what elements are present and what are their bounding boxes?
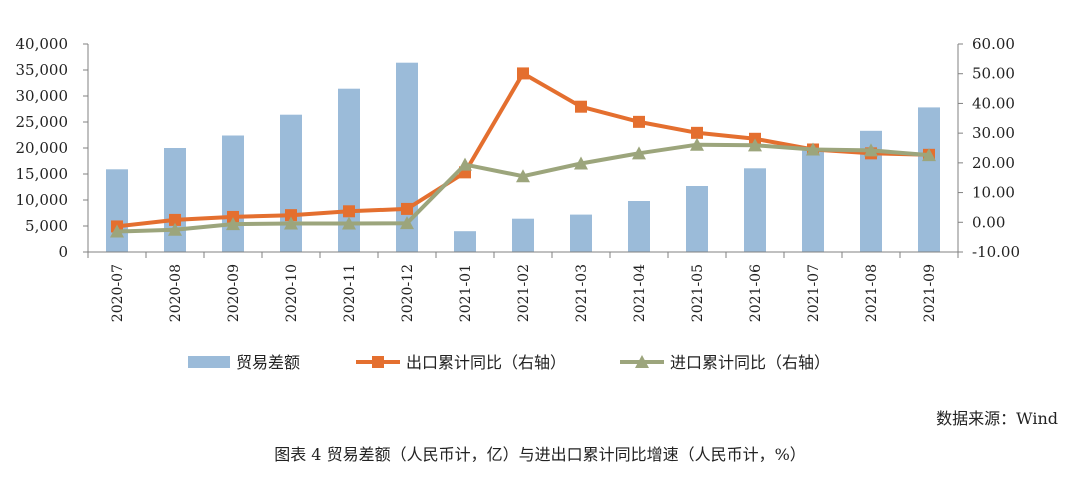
bar-2020-10: [280, 114, 302, 252]
import-point-2021-03: [574, 156, 588, 170]
import-point-2020-09: [226, 217, 240, 231]
x-tick-label: 2020-09: [226, 264, 242, 322]
export-point-2021-03: [575, 100, 587, 113]
x-tick-label: 2020-07: [110, 264, 126, 322]
legend-label-export: 出口累计同比（右轴）: [406, 353, 566, 372]
y-left-tick-label: 30,000: [16, 87, 69, 105]
legend-marker-import: [635, 355, 649, 368]
legend: 贸易差额 出口累计同比（右轴） 进口累计同比（右轴）: [188, 353, 830, 372]
bar-2021-01: [454, 231, 476, 252]
x-tick-label: 2021-02: [516, 264, 532, 322]
bar-2021-03: [570, 214, 592, 252]
export-point-2020-12: [401, 202, 413, 215]
x-tick-label: 2020-08: [168, 264, 184, 322]
y-right-tick-label: 40.00: [972, 94, 1015, 112]
x-tick-label: 2021-06: [748, 264, 764, 322]
bar-2021-08: [860, 130, 882, 252]
x-tick-label: 2021-01: [458, 264, 474, 322]
y-right-tick-label: 20.00: [972, 154, 1015, 172]
axes-layer: [83, 43, 963, 258]
y-left-tick-label: 0: [58, 243, 68, 261]
y-left-tick-label: 15,000: [16, 165, 69, 183]
legend-label-import: 进口累计同比（右轴）: [670, 353, 830, 372]
y-right-tick-label: 60.00: [972, 35, 1015, 53]
export-point-2020-11: [343, 205, 355, 218]
x-tick-label: 2020-12: [400, 264, 416, 322]
export-point-2020-08: [169, 213, 181, 226]
import-point-2020-07: [110, 224, 124, 238]
y-right-tick-label: 50.00: [972, 65, 1015, 83]
legend-swatch-trade-balance: [188, 356, 230, 368]
import-point-2021-06: [748, 138, 762, 152]
export-point-2021-05: [691, 126, 703, 139]
y-right-tick-label: -10.00: [972, 243, 1020, 261]
import-point-2020-10: [284, 216, 298, 230]
import-point-2021-08: [864, 143, 878, 157]
export-point-2021-04: [633, 115, 645, 128]
y-left-tick-label: 40,000: [16, 35, 69, 53]
import-point-2021-05: [690, 137, 704, 151]
bar-2021-05: [686, 186, 708, 252]
import-point-2020-08: [168, 222, 182, 236]
data-source-note: 数据来源：Wind: [936, 409, 1058, 428]
legend-label-trade-balance: 贸易差额: [236, 353, 300, 372]
x-tick-label: 2021-05: [690, 264, 706, 322]
bar-2021-04: [628, 201, 650, 252]
bar-2020-07: [106, 169, 128, 252]
bar-2021-02: [512, 218, 534, 252]
tick-labels-layer: 0 5,000 10,000 15,000 20,000 25,000 30,000 35,0…: [16, 35, 1021, 322]
x-tick-label: 2021-08: [864, 264, 880, 322]
export-point-2020-09: [227, 210, 239, 223]
x-tick-label: 2021-04: [632, 264, 648, 322]
bar-2021-09: [918, 107, 940, 253]
import-point-2020-12: [400, 216, 414, 230]
y-right-tick-label: 30.00: [972, 124, 1015, 142]
bar-2021-06: [744, 168, 766, 252]
bar-2020-08: [164, 148, 186, 252]
y-left-tick-label: 20,000: [16, 139, 69, 157]
y-left-tick-label: 35,000: [16, 61, 69, 79]
chart-caption: 图表 4 贸易差额（人民币计，亿）与进出口累计同比增速（人民币计，%）: [274, 445, 806, 464]
import-point-2021-07: [806, 142, 820, 156]
y-left-tick-label: 5,000: [25, 217, 68, 235]
import-point-2021-09: [922, 148, 936, 162]
y-right-tick-label: 10.00: [972, 184, 1015, 202]
lines-layer: [110, 67, 936, 238]
export-point-2021-02: [517, 67, 529, 80]
import-point-2021-01: [458, 157, 472, 171]
y-right-tick-label: 0.00: [972, 213, 1005, 231]
x-tick-label: 2020-11: [342, 264, 358, 322]
bars-layer: [106, 62, 940, 253]
x-tick-label: 2021-09: [922, 264, 938, 322]
y-left-tick-label: 25,000: [16, 113, 69, 131]
import-point-2021-04: [632, 146, 646, 160]
y-left-tick-label: 10,000: [16, 191, 69, 209]
import-point-2020-11: [342, 216, 356, 230]
import-point-2021-02: [516, 169, 530, 183]
export-point-2020-10: [285, 209, 297, 222]
x-tick-label: 2021-07: [806, 264, 822, 322]
bar-2021-07: [802, 150, 824, 252]
x-tick-label: 2021-03: [574, 264, 590, 322]
legend-marker-export: [372, 356, 384, 368]
bar-2020-09: [222, 135, 244, 252]
x-tick-label: 2020-10: [284, 264, 300, 322]
